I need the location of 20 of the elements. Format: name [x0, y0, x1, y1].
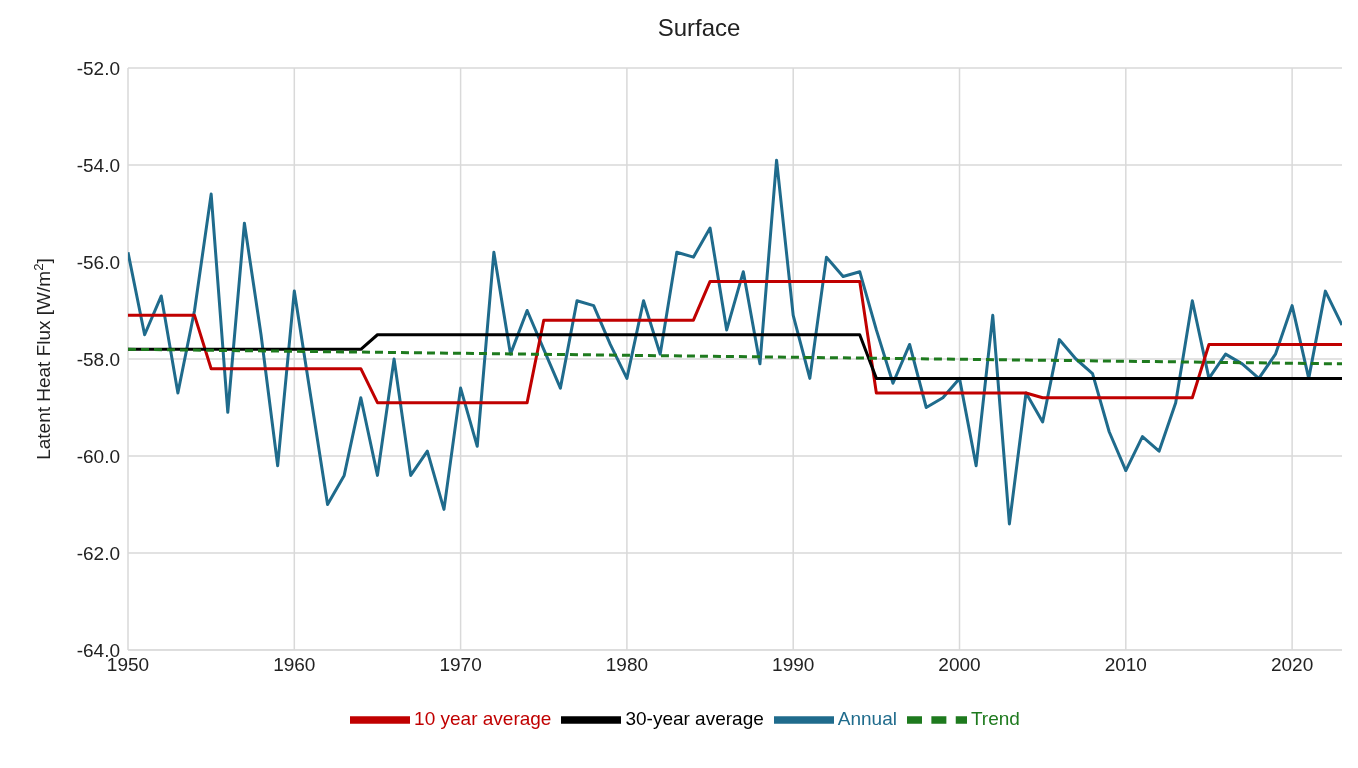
- x-tick-label: 1980: [605, 654, 649, 676]
- line-series: [128, 158, 1342, 526]
- x-tick-label: 2020: [1270, 654, 1314, 676]
- legend-label: 30-year average: [625, 708, 764, 730]
- x-tick-label: 2000: [938, 654, 981, 676]
- y-tick-label: -56.0: [76, 251, 120, 273]
- y-tick-label: -60.0: [76, 445, 120, 467]
- x-tick-label: 2010: [1104, 654, 1147, 676]
- x-tick-label: 1960: [273, 654, 316, 676]
- x-tick-label: 1970: [439, 654, 482, 676]
- chart-title: Surface: [657, 14, 741, 41]
- legend-label: Annual: [837, 708, 897, 730]
- y-tick-label: -52.0: [76, 57, 120, 79]
- y-tick-label: -54.0: [76, 154, 120, 176]
- legend-label: Trend: [970, 708, 1020, 730]
- line-series: [128, 279, 1342, 405]
- legend-label: 10 year average: [414, 708, 552, 730]
- x-tick-label: 1990: [772, 654, 815, 676]
- y-tick-label: -58.0: [76, 348, 120, 370]
- y-tick-label: -62.0: [76, 542, 120, 564]
